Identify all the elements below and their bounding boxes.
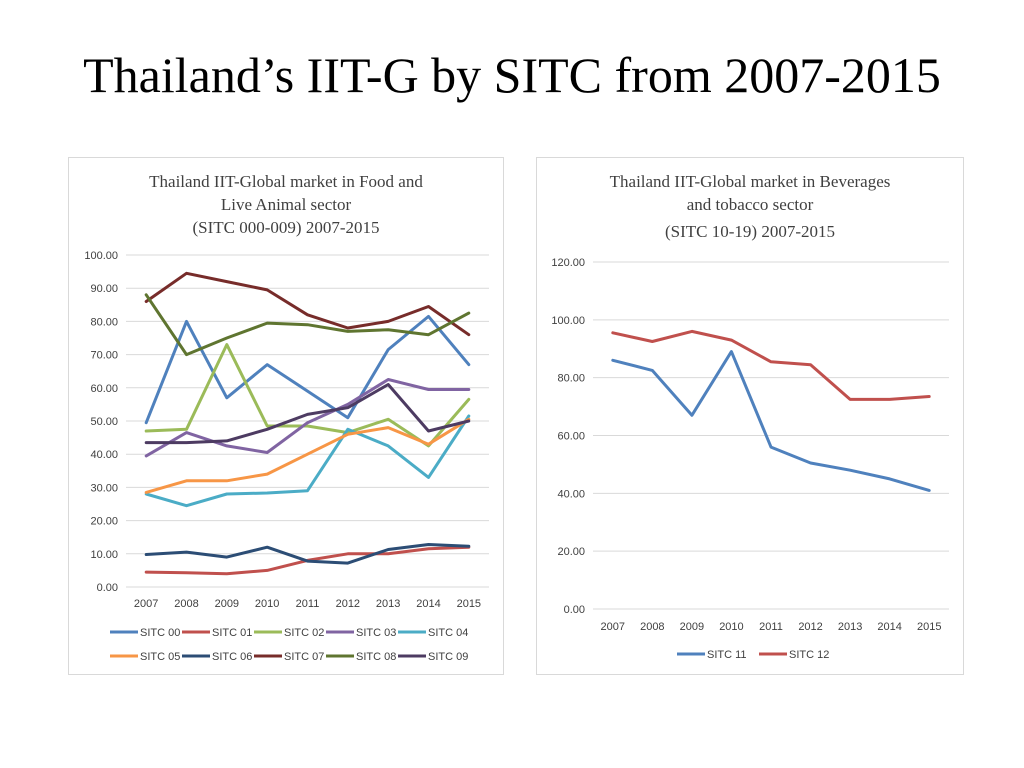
- x-tick-label: 2012: [336, 598, 360, 610]
- x-tick-label: 2009: [215, 598, 239, 610]
- legend-label: SITC 09: [428, 651, 468, 663]
- y-tick-label: 80.00: [90, 316, 118, 328]
- y-tick-label: 60.00: [90, 383, 118, 395]
- series-line-sitc-03: [144, 378, 471, 458]
- x-tick-label: 2008: [174, 598, 198, 610]
- y-tick-label: 0.00: [564, 604, 585, 616]
- x-tick-label: 2014: [877, 621, 901, 633]
- y-tick-label: 90.00: [90, 283, 118, 295]
- y-tick-label: 20.00: [557, 546, 585, 558]
- y-tick-label: 120.00: [551, 257, 585, 269]
- slide-title: Thailand’s IIT-G by SITC from 2007-2015: [83, 47, 941, 103]
- x-tick-label: 2010: [719, 621, 743, 633]
- y-tick-label: 100.00: [84, 250, 118, 262]
- food-live-animal-chart: Thailand IIT-Global market in Food and L…: [68, 157, 504, 675]
- x-tick-label: 2008: [640, 621, 664, 633]
- y-tick-label: 80.00: [557, 373, 585, 385]
- x-tick-label: 2009: [680, 621, 704, 633]
- legend-label: SITC 02: [284, 627, 324, 639]
- y-tick-label: 50.00: [90, 416, 118, 428]
- legend-label: SITC 04: [428, 627, 468, 639]
- series-line-sitc-04: [144, 414, 471, 508]
- x-tick-label: 2012: [798, 621, 822, 633]
- y-tick-label: 40.00: [557, 488, 585, 500]
- chart-title-line-3: (SITC 000-009) 2007-2015: [192, 218, 380, 237]
- series-line-sitc-09: [144, 383, 471, 445]
- legend-label: SITC 06: [212, 651, 252, 663]
- x-tick-label: 2011: [296, 598, 320, 610]
- series-line-sitc-00: [144, 314, 471, 425]
- legend-label: SITC 00: [140, 627, 180, 639]
- chart-title-line-1: Thailand IIT-Global market in Food and: [149, 172, 423, 191]
- y-tick-label: 10.00: [90, 549, 118, 561]
- series-line-sitc-12: [611, 329, 931, 401]
- legend-label: SITC 05: [140, 651, 180, 663]
- y-tick-label: 70.00: [90, 350, 118, 362]
- y-tick-label: 30.00: [90, 482, 118, 494]
- chart-title-line-3: (SITC 10-19) 2007-2015: [665, 222, 835, 241]
- y-tick-label: 0.00: [97, 582, 118, 594]
- series-line-sitc-11: [611, 350, 931, 492]
- legend-label: SITC 01: [212, 627, 252, 639]
- series-line-sitc-05: [144, 417, 471, 494]
- legend-label: SITC 03: [356, 627, 396, 639]
- chart-title-line-2: and tobacco sector: [686, 195, 814, 214]
- y-tick-label: 20.00: [90, 516, 118, 528]
- y-tick-label: 60.00: [557, 431, 585, 443]
- series-line-sitc-07: [144, 271, 471, 337]
- x-tick-label: 2015: [457, 598, 481, 610]
- x-tick-label: 2007: [134, 598, 158, 610]
- beverages-chart-plot: 0.00 20.00 40.00 60.00 80.00 100.00 120.00 2007…: [551, 257, 949, 661]
- x-tick-label: 2007: [601, 621, 625, 633]
- legend-label: SITC 08: [356, 651, 396, 663]
- legend-label: SITC 11: [707, 649, 747, 661]
- food-chart-plot: 0.00 10.00 20.00 30.00 40.00 50.00 60.00 70.00 8…: [84, 250, 489, 663]
- x-tick-label: 2010: [255, 598, 279, 610]
- x-tick-label: 2011: [759, 621, 783, 633]
- x-tick-label: 2013: [838, 621, 862, 633]
- x-tick-label: 2013: [376, 598, 400, 610]
- series-line-sitc-08: [144, 293, 471, 357]
- beverages-tobacco-chart: Thailand IIT-Global market in Beverages …: [536, 157, 964, 675]
- series-line-sitc-02: [144, 343, 471, 448]
- legend-label: SITC 12: [789, 649, 829, 661]
- x-tick-label: 2015: [917, 621, 941, 633]
- chart-title-line-1: Thailand IIT-Global market in Beverages: [609, 172, 891, 191]
- y-tick-label: 40.00: [90, 449, 118, 461]
- y-tick-label: 100.00: [551, 315, 585, 327]
- series-line-sitc-06: [144, 543, 471, 565]
- legend-label: SITC 07: [284, 651, 324, 663]
- chart-title-line-2: Live Animal sector: [220, 195, 352, 214]
- x-tick-label: 2014: [416, 598, 440, 610]
